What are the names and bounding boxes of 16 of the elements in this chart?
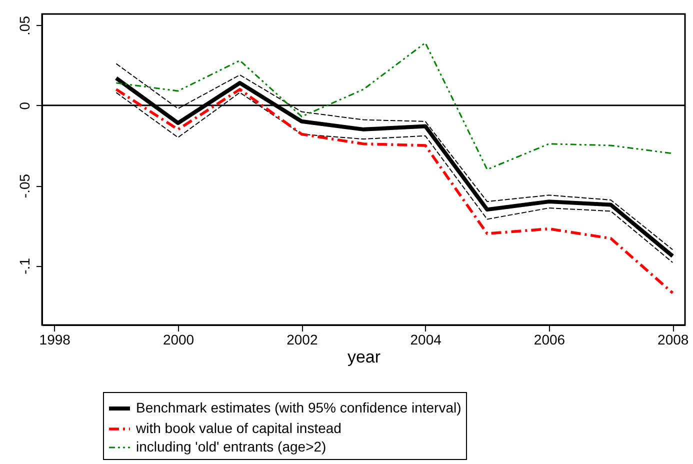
x-tick-label: 2002: [286, 332, 318, 348]
legend-label: Benchmark estimates (with 95% confidence interval): [136, 400, 462, 416]
y-tick-label: -.1: [16, 258, 32, 274]
y-tick-label: 0: [16, 102, 32, 110]
x-tick-label: 2006: [534, 332, 566, 348]
x-axis-title: year: [347, 348, 381, 366]
y-tick-label: .05: [16, 16, 32, 36]
x-tick-label: 2008: [658, 332, 689, 348]
x-tick-label: 1998: [39, 332, 71, 348]
legend-label: including 'old' entrants (age>2): [136, 438, 326, 454]
line-series: [115, 42, 674, 170]
x-tick-label: 2004: [410, 332, 442, 348]
legend-label: with book value of capital instead: [135, 420, 342, 436]
x-tick-label: 2000: [162, 332, 194, 348]
y-tick-label: -.05: [16, 174, 32, 198]
line-series: [114, 88, 674, 294]
